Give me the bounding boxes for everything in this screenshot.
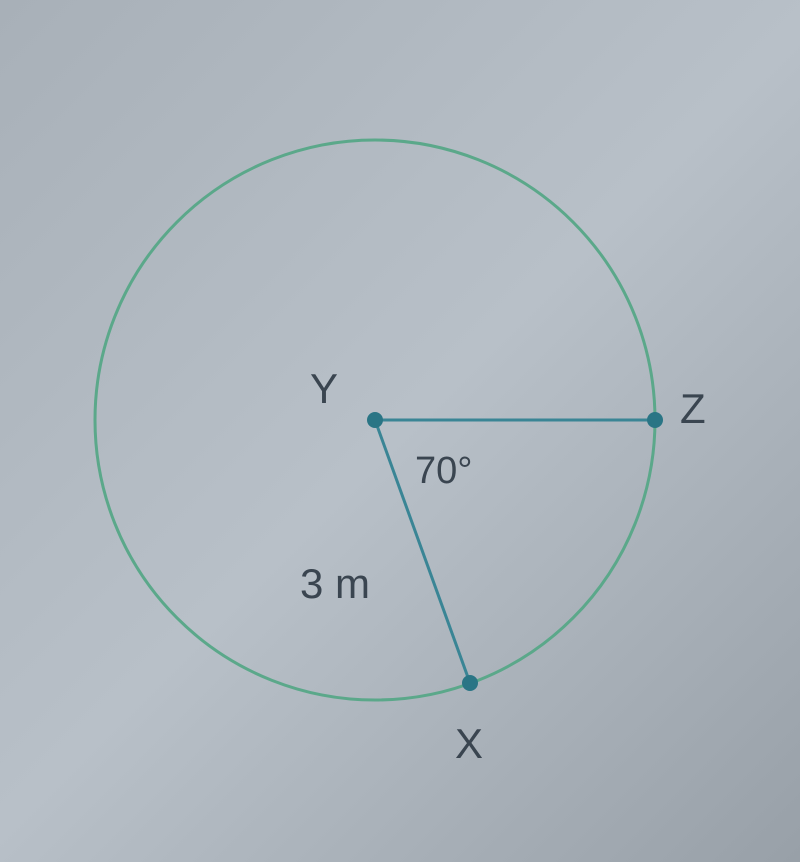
point-z bbox=[647, 412, 663, 428]
label-x: X bbox=[455, 720, 483, 768]
point-y bbox=[367, 412, 383, 428]
diagram-container: Y Z X 70° 3 m bbox=[0, 0, 800, 862]
label-z: Z bbox=[680, 385, 706, 433]
label-y: Y bbox=[310, 365, 338, 413]
point-x bbox=[462, 675, 478, 691]
radius-label: 3 m bbox=[300, 560, 370, 608]
angle-label: 70° bbox=[415, 450, 472, 493]
